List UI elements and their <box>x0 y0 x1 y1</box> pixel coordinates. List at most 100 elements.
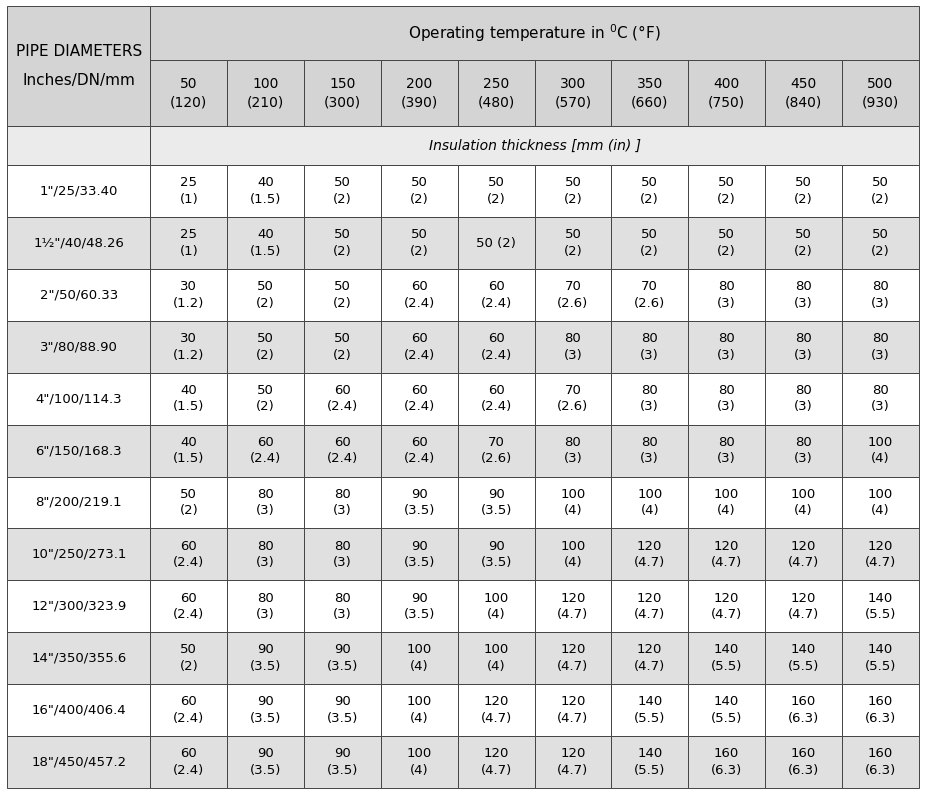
Text: 80
(3): 80 (3) <box>794 384 813 413</box>
Bar <box>457 165 534 217</box>
Bar <box>150 61 227 126</box>
Bar <box>150 529 227 580</box>
Text: 100
(4): 100 (4) <box>560 487 585 517</box>
Bar <box>688 61 765 126</box>
Text: PIPE DIAMETERS: PIPE DIAMETERS <box>16 44 142 59</box>
Bar <box>688 477 765 529</box>
Bar <box>150 6 919 61</box>
Bar <box>842 321 919 373</box>
Bar <box>304 477 381 529</box>
Bar <box>688 736 765 788</box>
Bar <box>534 580 611 632</box>
Bar <box>765 217 842 269</box>
Text: 1"/25/33.40: 1"/25/33.40 <box>40 185 119 198</box>
Text: 150
(300): 150 (300) <box>324 77 361 109</box>
Bar <box>150 217 227 269</box>
Text: 70
(2.6): 70 (2.6) <box>557 280 589 310</box>
Bar <box>227 321 304 373</box>
Bar <box>534 165 611 217</box>
Text: 120
(4.7): 120 (4.7) <box>634 643 666 673</box>
Bar <box>765 632 842 684</box>
Text: 90
(3.5): 90 (3.5) <box>404 487 435 517</box>
Bar <box>7 736 150 788</box>
Bar <box>842 580 919 632</box>
Text: 70
(2.6): 70 (2.6) <box>634 280 666 310</box>
Bar <box>7 684 150 736</box>
Bar <box>534 632 611 684</box>
Bar <box>688 580 765 632</box>
Text: 100
(4): 100 (4) <box>637 487 662 517</box>
Text: 100
(4): 100 (4) <box>714 487 739 517</box>
Text: 80
(3): 80 (3) <box>870 384 890 413</box>
Bar <box>457 632 534 684</box>
Text: 80
(3): 80 (3) <box>717 384 736 413</box>
Bar <box>688 165 765 217</box>
Bar <box>688 424 765 477</box>
Text: 140
(5.5): 140 (5.5) <box>711 696 743 725</box>
Text: 50
(2): 50 (2) <box>564 228 582 258</box>
Bar <box>227 61 304 126</box>
Text: 50
(2): 50 (2) <box>333 332 352 362</box>
Bar <box>842 424 919 477</box>
Bar <box>611 580 688 632</box>
Bar <box>457 61 534 126</box>
Bar <box>688 321 765 373</box>
Bar <box>7 126 150 165</box>
Bar <box>227 373 304 424</box>
Text: 50
(2): 50 (2) <box>564 177 582 206</box>
Text: 50
(2): 50 (2) <box>180 643 198 673</box>
Text: 40
(1.5): 40 (1.5) <box>250 228 282 258</box>
Bar <box>150 126 919 165</box>
Bar <box>227 580 304 632</box>
Bar <box>304 736 381 788</box>
Text: 50
(2): 50 (2) <box>333 177 352 206</box>
Text: 80
(3): 80 (3) <box>717 280 736 310</box>
Text: 200
(390): 200 (390) <box>401 77 438 109</box>
Text: 60
(2.4): 60 (2.4) <box>173 592 205 621</box>
Bar <box>842 269 919 321</box>
Bar <box>842 61 919 126</box>
Bar <box>7 269 150 321</box>
Text: 40
(1.5): 40 (1.5) <box>173 384 205 413</box>
Bar <box>227 217 304 269</box>
Bar <box>534 217 611 269</box>
Bar <box>150 165 227 217</box>
Bar <box>381 165 457 217</box>
Text: 120
(4.7): 120 (4.7) <box>481 747 512 776</box>
Text: 40
(1.5): 40 (1.5) <box>250 177 282 206</box>
Text: 12"/300/323.9: 12"/300/323.9 <box>31 600 127 613</box>
Bar <box>611 269 688 321</box>
Text: 80
(3): 80 (3) <box>717 332 736 362</box>
Bar <box>150 424 227 477</box>
Text: Operating temperature in $^0$C (°F): Operating temperature in $^0$C (°F) <box>408 23 661 44</box>
Bar <box>842 373 919 424</box>
Bar <box>534 477 611 529</box>
Bar <box>765 321 842 373</box>
Text: 120
(4.7): 120 (4.7) <box>557 747 589 776</box>
Text: 50
(2): 50 (2) <box>333 280 352 310</box>
Text: 16"/400/406.4: 16"/400/406.4 <box>31 704 126 717</box>
Bar <box>7 529 150 580</box>
Text: 120
(4.7): 120 (4.7) <box>557 592 589 621</box>
Text: 120
(4.7): 120 (4.7) <box>711 592 742 621</box>
Text: 3"/80/88.90: 3"/80/88.90 <box>40 341 118 353</box>
Bar <box>381 424 457 477</box>
Bar <box>227 269 304 321</box>
Bar <box>7 165 150 217</box>
Text: 80
(3): 80 (3) <box>717 436 736 466</box>
Text: 50
(120): 50 (120) <box>170 77 207 109</box>
Bar <box>304 424 381 477</box>
Text: 60
(2.4): 60 (2.4) <box>173 747 205 776</box>
Text: 90
(3.5): 90 (3.5) <box>327 643 358 673</box>
Bar <box>765 61 842 126</box>
Text: 120
(4.7): 120 (4.7) <box>711 540 742 569</box>
Text: 50
(2): 50 (2) <box>870 177 890 206</box>
Bar <box>842 165 919 217</box>
Text: 90
(3.5): 90 (3.5) <box>327 747 358 776</box>
Text: 100
(4): 100 (4) <box>868 487 893 517</box>
Text: 120
(4.7): 120 (4.7) <box>634 540 666 569</box>
Text: 90
(3.5): 90 (3.5) <box>404 592 435 621</box>
Bar <box>304 684 381 736</box>
Text: 80
(3): 80 (3) <box>870 280 890 310</box>
Text: 1½"/40/48.26: 1½"/40/48.26 <box>33 236 124 249</box>
